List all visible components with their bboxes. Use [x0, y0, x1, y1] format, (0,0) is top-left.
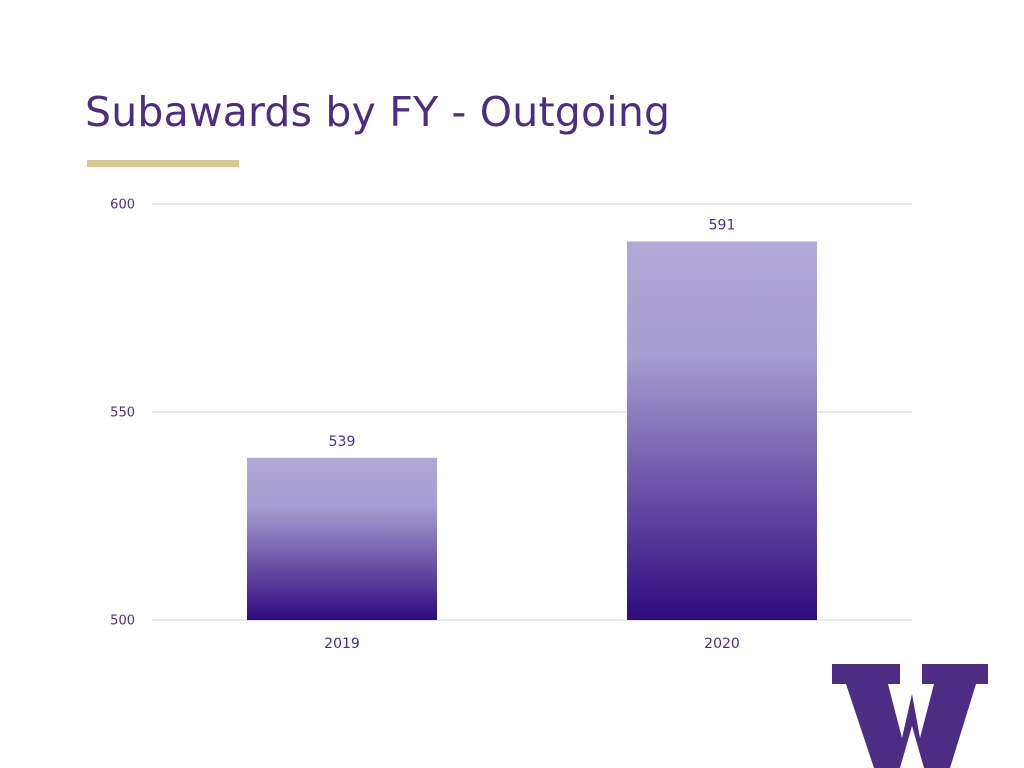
x-category-label: 2020: [704, 636, 740, 652]
title-accent-rule: [87, 160, 239, 167]
slide-title: Subawards by FY - Outgoing: [85, 88, 671, 136]
y-tick-label: 500: [110, 614, 135, 629]
uw-w-logo-icon: [832, 664, 988, 768]
x-category-label: 2019: [324, 636, 360, 652]
y-tick-label: 550: [110, 406, 135, 421]
y-tick-label: 600: [110, 198, 135, 213]
bar-2019: [247, 457, 437, 620]
bar-2020: [627, 241, 817, 620]
data-label: 539: [329, 434, 356, 450]
data-label: 591: [709, 217, 736, 233]
